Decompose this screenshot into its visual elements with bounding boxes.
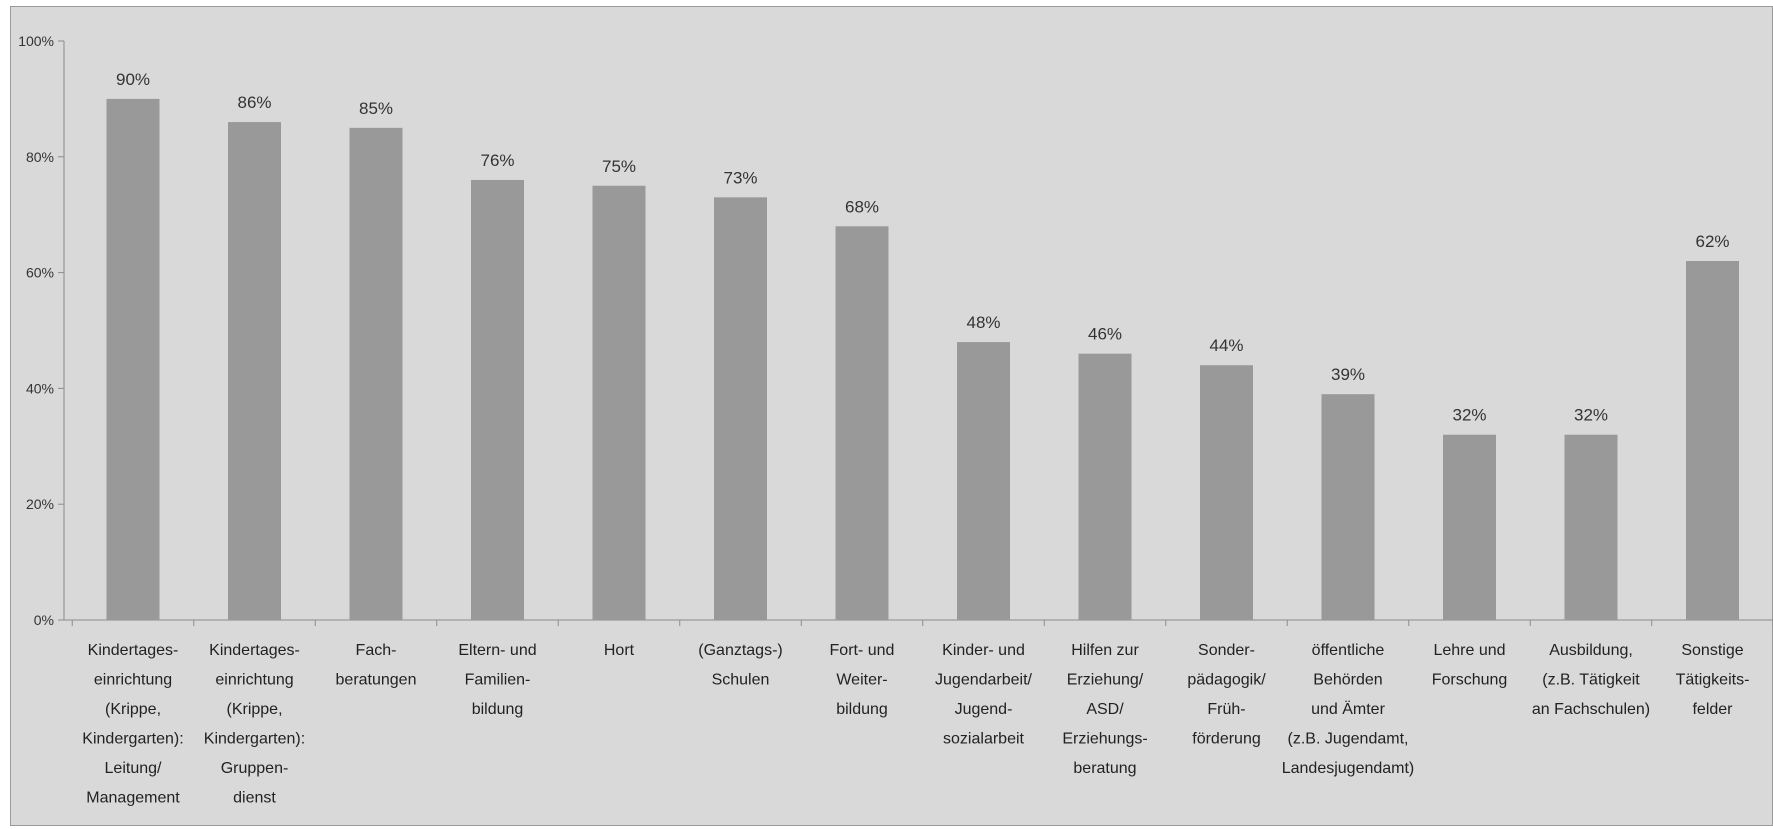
category-label-line: Sonstige [1681,642,1743,659]
category-label-line: an Fachschulen) [1532,701,1650,718]
chart-area: 0% 20% 40% 60% 80% 100% 90% Kindertages-einrich… [10,6,1773,826]
y-tick-label: 20% [26,496,54,512]
category-label: Hilfen zur Erziehung/ASD/Erziehungs-berat… [1062,642,1147,777]
category-label-line: und Ämter [1311,700,1385,718]
data-label: 76% [480,151,514,170]
bar-chart: 0% 20% 40% 60% 80% 100% 90% Kindertages-einrich… [18,33,1773,807]
category-label: Fach-beratungen [336,642,417,689]
category-label: Lehre und Forschung [1432,642,1508,689]
category-label-line: (z.B. Jugendamt, [1288,731,1409,748]
category-label-line: Kindertages- [209,642,300,659]
bar [471,179,524,620]
category-label-line: Familien- [465,672,531,689]
category-label-line: Fort- und [830,642,895,659]
category-label-line: Jugend- [955,701,1013,718]
category-label-line: Kindergarten): [204,731,305,748]
data-label: 32% [1574,406,1608,425]
category-label: Fort- und Weiter-bildung [830,642,895,718]
data-label: 46% [1088,325,1122,344]
category-label-line: Forschung [1432,672,1508,689]
bar [1564,434,1618,620]
category-label-line: bildung [836,701,888,718]
category-label: Sonstige Tätigkeits-felder [1676,642,1750,718]
category-label-line: beratung [1073,760,1136,777]
category-label-line: Management [86,790,180,807]
category-label-line: Eltern- und [458,642,536,659]
category-label-line: bildung [472,701,524,718]
category-label-line: Kindertages- [88,642,179,659]
y-tick-label: 80% [26,149,54,165]
data-label: 85% [359,99,393,118]
bar [835,226,889,620]
category-label-line: beratungen [336,672,417,689]
data-label: 32% [1452,406,1486,425]
category-label-line: Tätigkeits- [1676,672,1750,689]
category-label-line: sozialarbeit [943,731,1024,748]
category-label: Kinder- und Jugendarbeit/Jugend-sozialarb… [935,642,1033,748]
category-label-line: Weiter- [836,672,887,689]
category-label-line: Sonder- [1198,642,1255,659]
data-label: 68% [845,197,879,216]
category-label: Hort [604,642,635,659]
data-label: 62% [1695,232,1729,251]
category-label-line: dienst [233,790,276,807]
y-tick-label: 100% [18,33,54,49]
data-label: 73% [723,168,757,187]
category-label-line: Hort [604,642,635,659]
y-tick-label: 60% [26,265,54,281]
bar [1443,434,1496,620]
category-label-line: Früh- [1207,701,1245,718]
category-label-line: Erziehung/ [1067,672,1144,689]
category-label-line: einrichtung [215,672,293,689]
category-label-line: Fach- [356,642,397,659]
category-label-line: (Krippe, [226,701,282,718]
bar [957,342,1010,620]
y-tick-label: 40% [26,380,54,396]
category-label: Kindertages-einrichtung (Krippe, Kindergar… [204,642,305,807]
bar [714,197,767,620]
bar [1321,394,1375,620]
category-label-line: Schulen [712,672,770,689]
bar [228,122,281,620]
bar [592,185,646,620]
category-label-line: Kinder- und [942,642,1025,659]
bar [1686,261,1739,620]
category-label-line: einrichtung [94,672,172,689]
data-label: 48% [966,313,1000,332]
category-label-line: (Ganztags-) [698,642,782,659]
category-label-line: (z.B. Tätigkeit [1542,672,1640,689]
bar [1200,365,1253,620]
category-label-line: öffentliche [1312,642,1385,659]
category-label: Sonder-pädagogik/Früh-förderung [1187,642,1266,748]
category-label: (Ganztags-) Schulen [698,642,782,689]
category-label-line: ASD/ [1086,701,1124,718]
data-label: 39% [1331,365,1365,384]
category-label: Kindertages-einrichtung (Krippe, Kindergar… [82,642,183,807]
category-label-line: Leitung/ [105,760,162,777]
category-label-line: Lehre und [1433,642,1505,659]
category-label-line: Kindergarten): [82,731,183,748]
category-label-line: Jugendarbeit/ [935,672,1033,689]
category-label: öffentliche Behörden und Ämter (z.B. Jugend… [1282,642,1415,777]
category-label-line: (Krippe, [105,701,161,718]
bar [349,127,403,620]
category-label-line: Erziehungs- [1062,731,1147,748]
category-label-line: pädagogik/ [1187,672,1266,689]
category-label-line: förderung [1192,731,1261,748]
data-label: 44% [1209,336,1243,355]
data-label: 90% [116,70,150,89]
y-tick-label: 0% [34,612,54,628]
category-label-line: Landesjugendamt) [1282,760,1415,777]
category-label-line: Ausbildung, [1549,642,1633,659]
bar [1078,353,1132,620]
category-label-line: Gruppen- [221,760,289,777]
category-label: Eltern- und Familien-bildung [458,642,536,718]
category-label: Ausbildung, (z.B. Tätigkeit an Fachschulen… [1532,642,1650,718]
data-label: 86% [237,93,271,112]
category-label-line: felder [1692,701,1733,718]
bar [106,98,160,620]
category-label-line: Behörden [1313,672,1382,689]
category-label-line: Hilfen zur [1071,642,1139,659]
data-label: 75% [602,157,636,176]
